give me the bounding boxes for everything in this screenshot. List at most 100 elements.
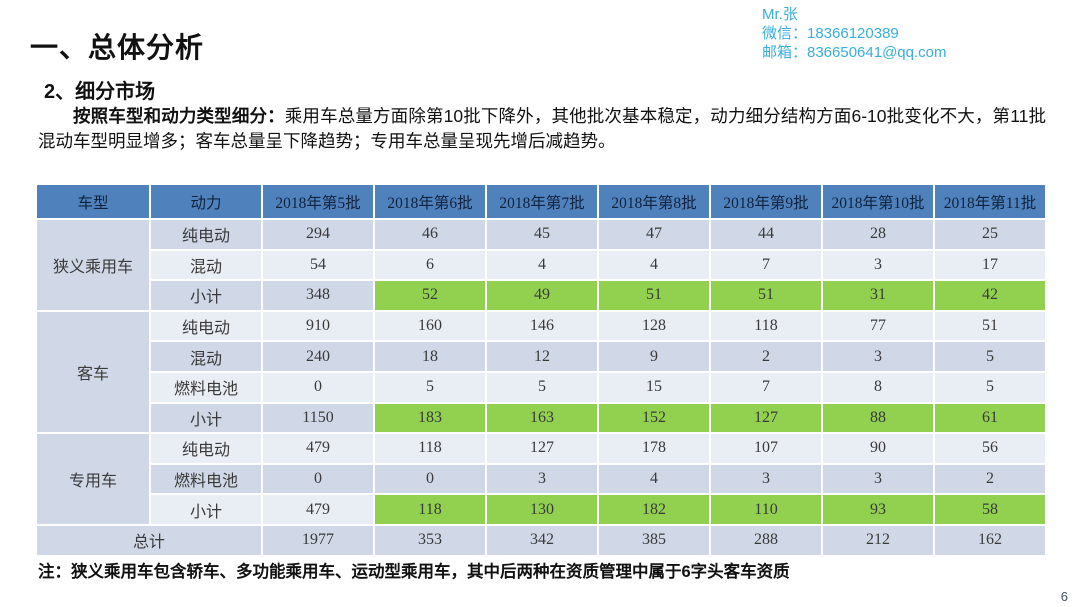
value-cell: 479 (261, 493, 375, 526)
summary-body: 乘用车总量方面除第10批下降外，其他批次基本稳定，动力细分结构方面6-10批变化… (38, 106, 1047, 151)
total-row: 总计 1977 353 342 385 288 212 162 (35, 523, 1047, 557)
value-cell: 0 (373, 462, 487, 496)
power-type-cell: 纯电动 (149, 432, 263, 465)
value-cell: 51 (597, 279, 711, 312)
table-row: 专用车 纯电动 479 118 127 178 107 90 56 (35, 432, 1047, 526)
value-cell: 6 (373, 248, 487, 282)
value-cell: 45 (485, 218, 599, 251)
value-cell: 15 (597, 370, 711, 404)
power-type-cell: 混动 (149, 248, 263, 282)
value-cell: 4 (597, 462, 711, 496)
value-cell: 160 (373, 309, 487, 343)
value-cell: 4 (597, 248, 711, 282)
value-cell: 152 (597, 401, 711, 435)
value-cell: 4 (485, 248, 599, 282)
power-type-cell: 燃料电池 (149, 462, 263, 496)
value-cell: 146 (485, 309, 599, 343)
table-header: 车型 动力 2018年第5批 2018年第6批 2018年第7批 2018年第8批 2018… (35, 183, 1047, 220)
footnote: 注：狭义乘用车包含轿车、多功能乘用车、运动型乘用车，其中后两种在资质管理中属于6… (38, 563, 790, 581)
table-row: 燃料电池 0 5 5 15 7 8 5 (36, 370, 1047, 404)
power-type-cell: 小计 (149, 493, 263, 526)
value-cell: 31 (821, 279, 935, 312)
value-cell: 51 (709, 279, 823, 312)
section-subtitle: 2、细分市场 (44, 81, 156, 103)
data-table: 车型 动力 2018年第5批 2018年第6批 2018年第7批 2018年第8批 2018… (35, 183, 1047, 557)
contact-block: Mr.张 微信：18366120389 邮箱：836650641@qq.com (762, 5, 947, 62)
value-cell: 51 (933, 309, 1047, 343)
value-cell: 93 (821, 493, 935, 526)
summary-lead: 按照车型和动力类型细分： (73, 106, 285, 126)
value-cell: 77 (821, 309, 935, 343)
value-cell: 110 (709, 493, 823, 526)
value-cell: 1150 (261, 401, 375, 435)
total-value-cell: 385 (597, 523, 711, 557)
value-cell: 25 (933, 218, 1047, 251)
summary-paragraph: 按照车型和动力类型细分：乘用车总量方面除第10批下降外，其他批次基本稳定，动力细… (38, 104, 1046, 154)
table-row: 小计 1150 183 163 152 127 88 61 (36, 401, 1047, 435)
value-cell: 18 (373, 340, 487, 373)
total-value-cell: 1977 (261, 523, 375, 557)
power-type-cell: 纯电动 (149, 218, 263, 251)
table-row: 客车 纯电动 910 160 146 128 118 77 51 (35, 309, 1047, 435)
value-cell: 163 (485, 401, 599, 435)
value-cell: 61 (933, 401, 1047, 435)
value-cell: 5 (933, 370, 1047, 404)
value-cell: 9 (597, 340, 711, 373)
column-header: 2018年第11批 (933, 183, 1047, 220)
value-cell: 52 (373, 279, 487, 312)
value-cell: 7 (709, 370, 823, 404)
value-cell: 54 (261, 248, 375, 282)
value-cell: 479 (261, 432, 375, 465)
value-cell: 44 (709, 218, 823, 251)
column-header: 2018年第9批 (709, 183, 823, 220)
total-value-cell: 162 (933, 523, 1047, 557)
value-cell: 5 (373, 370, 487, 404)
value-cell: 0 (261, 370, 375, 404)
table-row: 燃料电池 0 0 3 4 3 3 2 (36, 462, 1047, 496)
value-cell: 107 (709, 432, 823, 465)
value-cell: 178 (597, 432, 711, 465)
value-cell: 910 (261, 309, 375, 343)
column-header: 2018年第10批 (821, 183, 935, 220)
table-body: 狭义乘用车 纯电动 294 46 45 47 44 28 25 混动 54 6 4 4 7 3 17 小计 348 5… (35, 218, 1047, 557)
value-cell: 128 (597, 309, 711, 343)
value-cell: 348 (261, 279, 375, 312)
value-cell: 3 (709, 462, 823, 496)
column-header: 2018年第7批 (485, 183, 599, 220)
vehicle-type-cell: 专用车 (35, 432, 151, 526)
value-cell: 47 (597, 218, 711, 251)
value-cell: 0 (261, 462, 375, 496)
total-value-cell: 342 (485, 523, 599, 557)
table-row: 狭义乘用车 纯电动 294 46 45 47 44 28 25 (35, 218, 1047, 312)
value-cell: 5 (933, 340, 1047, 373)
value-cell: 12 (485, 340, 599, 373)
value-cell: 2 (709, 340, 823, 373)
page-number: 6 (1060, 589, 1068, 604)
value-cell: 56 (933, 432, 1047, 465)
column-header: 车型 (35, 183, 151, 220)
value-cell: 28 (821, 218, 935, 251)
value-cell: 42 (933, 279, 1047, 312)
value-cell: 3 (821, 462, 935, 496)
value-cell: 118 (373, 432, 487, 465)
power-type-cell: 小计 (149, 401, 263, 435)
value-cell: 90 (821, 432, 935, 465)
value-cell: 8 (821, 370, 935, 404)
power-type-cell: 纯电动 (149, 309, 263, 343)
total-value-cell: 288 (709, 523, 823, 557)
contact-email: 邮箱：836650641@qq.com (762, 44, 947, 61)
power-type-cell: 混动 (149, 340, 263, 373)
value-cell: 3 (821, 248, 935, 282)
power-type-cell: 燃料电池 (149, 370, 263, 404)
table-header-row: 车型 动力 2018年第5批 2018年第6批 2018年第7批 2018年第8批 2018… (35, 183, 1047, 220)
value-cell: 17 (933, 248, 1047, 282)
value-cell: 2 (933, 462, 1047, 496)
power-type-cell: 小计 (149, 279, 263, 312)
value-cell: 7 (709, 248, 823, 282)
vehicle-type-cell: 狭义乘用车 (35, 218, 151, 312)
value-cell: 58 (933, 493, 1047, 526)
value-cell: 3 (485, 462, 599, 496)
column-header: 2018年第8批 (597, 183, 711, 220)
table-row: 小计 479 118 130 182 110 93 58 (36, 493, 1047, 526)
value-cell: 5 (485, 370, 599, 404)
